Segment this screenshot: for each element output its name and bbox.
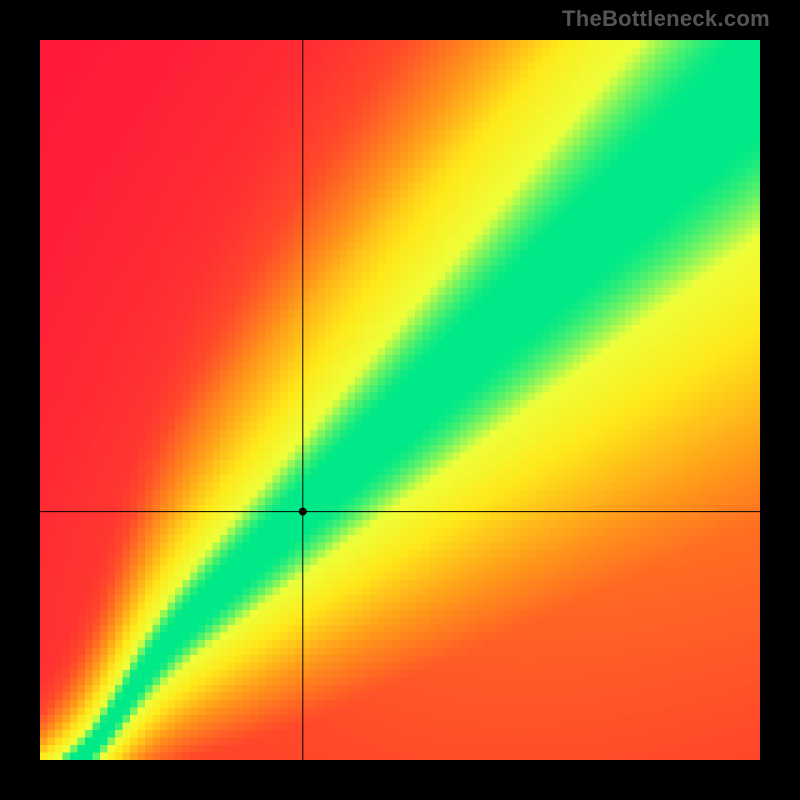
bottleneck-heatmap xyxy=(40,40,760,760)
plot-area xyxy=(40,40,760,760)
watermark-text: TheBottleneck.com xyxy=(562,6,770,32)
chart-container: TheBottleneck.com xyxy=(0,0,800,800)
